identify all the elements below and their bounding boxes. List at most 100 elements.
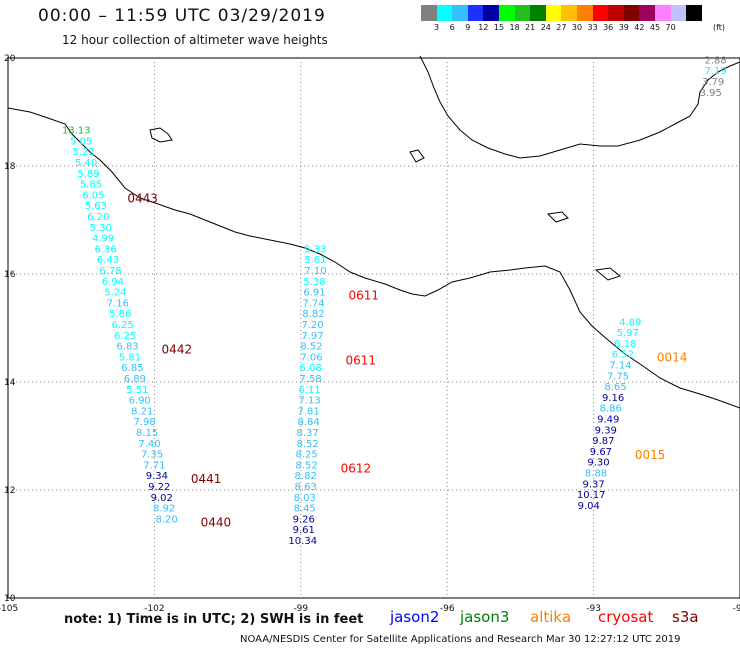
swh-value: 7.74 [302,298,324,309]
swh-value: 7.19 [704,66,726,77]
swh-value: 9.04 [578,501,600,512]
altimeter-track: 7.407.357.719.349.229.02 0441 [138,439,221,504]
swh-value: 8.45 [294,504,316,515]
swh-value: 8.25 [296,450,318,461]
colorbar-swatch [421,5,437,21]
colorbar-label: 30 [571,23,583,32]
colorbar-swatch [436,5,453,21]
swh-value: 7.40 [138,439,160,450]
lat-tick-label: 12 [4,486,15,496]
colorbar-unit: (ft) [713,23,726,32]
swh-value: 7.13 [298,396,320,407]
lat-tick-label: 20 [4,54,16,64]
swh-value: 5.97 [617,328,639,339]
satellite-legend-item: jason2 [390,608,440,626]
island-small [409,149,425,163]
swh-value: 6.36 [94,244,116,255]
satellite-legend-item: altika [530,608,572,626]
lon-tick-label: -96 [440,604,455,614]
colorbar-label: 6 [449,23,455,32]
altimeter-track: 8.928.20 0440 [153,504,231,530]
swh-value: 5.63 [85,201,107,212]
lat-tick-label: 14 [4,378,16,388]
pass-time-label: 0015 [635,448,666,462]
swh-value: 8.37 [296,428,318,439]
swh-value: 8.82 [295,471,317,482]
legend-note: note: 1) Time is in UTC; 2) SWH is in fe… [64,612,364,627]
altimeter-track: 4.895.976.186.527.147.758.65 0014 [604,317,687,393]
swh-value: 8.03 [294,493,316,504]
pass-time-label: 0441 [191,472,222,486]
swh-value: 6.91 [303,288,325,299]
lon-tick-label: -102 [144,604,164,614]
swh-value: 8.88 [585,469,607,480]
swh-value: 7.58 [299,374,321,385]
colorbar-swatch [654,5,671,21]
colorbar-swatch [467,5,484,21]
swh-value: 6.25 [114,331,136,342]
colorbar-swatch [530,5,546,21]
colorbar-label: 3 [434,23,440,32]
colorbar-swatch [514,5,531,21]
swh-value: 7.14 [609,361,631,372]
colorbar-label: 27 [556,23,567,32]
swh-value: 8.65 [604,382,626,393]
altimeter-track: 7.978.527.066.08 0611 [299,331,376,374]
swh-value: 9.02 [151,493,173,504]
swh-value: 6.89 [124,374,146,385]
colorbar-label: 24 [540,23,551,32]
swh-value: 7.71 [143,460,165,471]
swh-value: 6.18 [614,339,636,350]
swh-value: 3.79 [702,77,724,88]
map-border [7,57,740,599]
swh-value: 10.17 [577,490,606,501]
coastline [7,55,740,409]
swh-value: 8.21 [131,406,153,417]
swh-value: 8.92 [153,504,175,515]
swh-value: 9.39 [595,425,617,436]
colorbar-label: 9 [465,23,471,32]
swh-value: 5.61 [304,255,326,266]
lat-tick-label: 10 [4,594,16,604]
colorbar-swatch [483,5,499,21]
lat-lon-grid [7,57,740,599]
swh-value: 13.13 [62,126,91,137]
swh-value: 4.99 [92,234,114,245]
colorbar-swatch [576,5,593,21]
altimeter-track: 13.135.055.225.405.895.856.055.636.205.3… [62,126,158,256]
colorbar-swatch [670,5,687,21]
swh-value: 8.86 [600,404,622,415]
colorbar [421,5,702,21]
colorbar-swatch [623,5,640,21]
colorbar-label: 33 [587,23,598,32]
pass-time-label: 0611 [348,289,379,303]
colorbar-swatch [686,5,702,21]
lake-2 [594,267,622,281]
lon-tick-label: -90 [733,604,740,614]
swh-value: 8.15 [136,428,158,439]
swh-value: 8.63 [295,482,317,493]
swh-value: 7.20 [301,320,323,331]
swh-value: 6.85 [121,363,143,374]
swh-value: 9.49 [597,415,619,426]
colorbar-label: 15 [493,23,505,32]
pass-time-label: 0443 [127,191,158,205]
swh-value: 7.16 [107,298,129,309]
swh-value: 5.85 [80,180,102,191]
colorbar-label: 21 [525,23,536,32]
colorbar-label: 36 [603,23,614,32]
swh-value: 9.34 [146,471,168,482]
swh-value: 5.51 [126,385,148,396]
altimeter-track: 6.436.786.945.247.165.866.256.256.835.81… [97,255,192,439]
pass-time-label: 0014 [657,351,688,365]
swh-value: 9.16 [602,393,624,404]
lat-tick-label: 18 [4,162,16,172]
altimeter-track: 2.887.193.793.950 [700,55,727,98]
swh-value: 5.86 [109,309,131,320]
colorbar-swatch [639,5,655,21]
swh-value: 7.35 [141,450,163,461]
swh-value: 9.61 [293,525,315,536]
altimeter-tracks: 13.135.055.225.405.895.856.055.636.205.3… [62,55,727,547]
satellite-legend-item: jason3 [460,608,510,626]
